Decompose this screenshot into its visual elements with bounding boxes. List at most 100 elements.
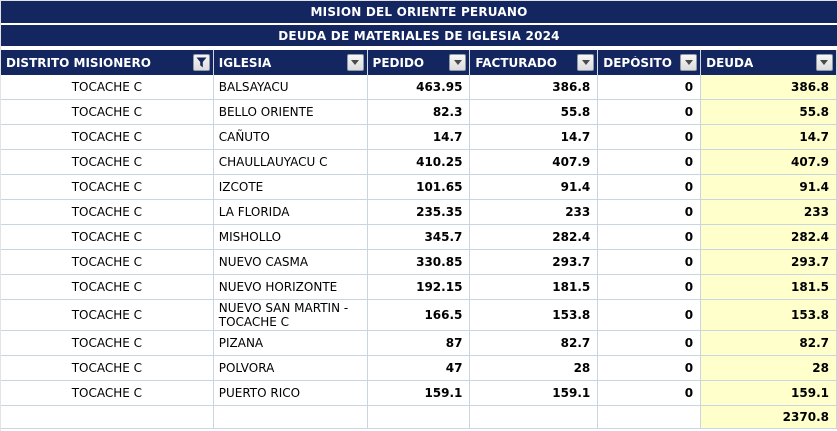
cell-iglesia[interactable]: NUEVO HORIZONTE <box>213 275 368 300</box>
cell-deposito[interactable]: 0 <box>598 200 702 225</box>
cell-deuda[interactable]: 55.8 <box>701 100 837 125</box>
column-header-label: DEPÓSITO <box>603 55 672 70</box>
cell-deposito[interactable]: 0 <box>598 300 702 331</box>
total-cell-facturado[interactable] <box>470 406 599 429</box>
cell-distrito[interactable]: TOCACHE C <box>1 250 214 275</box>
cell-deposito[interactable]: 0 <box>598 275 702 300</box>
cell-pedido[interactable]: 47 <box>367 356 471 381</box>
cell-iglesia[interactable]: CAÑUTO <box>213 125 368 150</box>
cell-pedido[interactable]: 235.35 <box>367 200 471 225</box>
cell-iglesia[interactable]: NUEVO SAN MARTIN - TOCACHE C <box>213 300 368 331</box>
cell-deposito[interactable]: 0 <box>598 75 702 100</box>
cell-iglesia[interactable]: CHAULLAUYACU C <box>213 150 368 175</box>
cell-iglesia[interactable]: PUERTO RICO <box>213 381 368 406</box>
cell-value: 55.8 <box>799 105 829 119</box>
cell-iglesia[interactable]: PIZANA <box>213 331 368 356</box>
cell-value: 14.7 <box>799 130 829 144</box>
filter-button-iglesia[interactable] <box>346 54 364 71</box>
cell-iglesia[interactable]: BALSAYACU <box>213 75 368 100</box>
cell-distrito[interactable]: TOCACHE C <box>1 300 214 331</box>
cell-facturado[interactable]: 407.9 <box>470 150 599 175</box>
cell-deuda[interactable]: 14.7 <box>701 125 837 150</box>
cell-value: 386.8 <box>552 80 591 94</box>
cell-pedido[interactable]: 82.3 <box>367 100 471 125</box>
total-cell-iglesia[interactable] <box>213 406 368 429</box>
cell-deposito[interactable]: 0 <box>598 100 702 125</box>
cell-iglesia[interactable]: NUEVO CASMA <box>213 250 368 275</box>
cell-deuda[interactable]: 407.9 <box>701 150 837 175</box>
cell-deuda[interactable]: 233 <box>701 200 837 225</box>
cell-facturado[interactable]: 293.7 <box>470 250 599 275</box>
total-cell-pedido[interactable] <box>367 406 471 429</box>
cell-distrito[interactable]: TOCACHE C <box>1 275 214 300</box>
cell-facturado[interactable]: 28 <box>470 356 599 381</box>
cell-distrito[interactable]: TOCACHE C <box>1 356 214 381</box>
cell-value: 159.1 <box>552 386 591 400</box>
cell-deuda[interactable]: 153.8 <box>701 300 837 331</box>
cell-pedido[interactable]: 192.15 <box>367 275 471 300</box>
cell-deuda[interactable]: 293.7 <box>701 250 837 275</box>
cell-distrito[interactable]: TOCACHE C <box>1 225 214 250</box>
cell-iglesia[interactable]: POLVORA <box>213 356 368 381</box>
cell-distrito[interactable]: TOCACHE C <box>1 150 214 175</box>
cell-pedido[interactable]: 14.7 <box>367 125 471 150</box>
filter-button-distrito[interactable] <box>192 54 210 71</box>
cell-facturado[interactable]: 82.7 <box>470 331 599 356</box>
filter-button-deposito[interactable] <box>680 54 698 71</box>
column-header-label: FACTURADO <box>475 55 557 70</box>
cell-distrito[interactable]: TOCACHE C <box>1 175 214 200</box>
cell-distrito[interactable]: TOCACHE C <box>1 381 214 406</box>
cell-deposito[interactable]: 0 <box>598 356 702 381</box>
cell-pedido[interactable]: 330.85 <box>367 250 471 275</box>
total-cell-deposito[interactable] <box>598 406 702 429</box>
cell-iglesia[interactable]: MISHOLLO <box>213 225 368 250</box>
cell-distrito[interactable]: TOCACHE C <box>1 331 214 356</box>
cell-value: TOCACHE C <box>71 255 143 269</box>
cell-value: 0 <box>684 230 694 244</box>
filter-button-pedido[interactable] <box>449 54 467 71</box>
filter-button-facturado[interactable] <box>577 54 595 71</box>
cell-facturado[interactable]: 55.8 <box>470 100 599 125</box>
cell-distrito[interactable]: TOCACHE C <box>1 125 214 150</box>
cell-facturado[interactable]: 91.4 <box>470 175 599 200</box>
cell-value: 153.8 <box>791 308 829 322</box>
cell-facturado[interactable]: 181.5 <box>470 275 599 300</box>
cell-pedido[interactable]: 345.7 <box>367 225 471 250</box>
cell-distrito[interactable]: TOCACHE C <box>1 75 214 100</box>
total-cell-deuda[interactable]: 2370.8 <box>701 406 837 429</box>
cell-value: MISHOLLO <box>218 230 282 244</box>
cell-pedido[interactable]: 87 <box>367 331 471 356</box>
cell-deposito[interactable]: 0 <box>598 175 702 200</box>
cell-deuda[interactable]: 28 <box>701 356 837 381</box>
cell-deuda[interactable]: 386.8 <box>701 75 837 100</box>
cell-distrito[interactable]: TOCACHE C <box>1 200 214 225</box>
cell-facturado[interactable]: 233 <box>470 200 599 225</box>
cell-deuda[interactable]: 91.4 <box>701 175 837 200</box>
total-cell-distrito[interactable] <box>1 406 214 429</box>
cell-deposito[interactable]: 0 <box>598 150 702 175</box>
cell-deuda[interactable]: 82.7 <box>701 331 837 356</box>
cell-distrito[interactable]: TOCACHE C <box>1 100 214 125</box>
cell-deuda[interactable]: 181.5 <box>701 275 837 300</box>
cell-facturado[interactable]: 159.1 <box>470 381 599 406</box>
cell-deposito[interactable]: 0 <box>598 125 702 150</box>
cell-iglesia[interactable]: BELLO ORIENTE <box>213 100 368 125</box>
cell-facturado[interactable]: 282.4 <box>470 225 599 250</box>
cell-pedido[interactable]: 166.5 <box>367 300 471 331</box>
cell-facturado[interactable]: 14.7 <box>470 125 599 150</box>
filter-button-deuda[interactable] <box>815 54 833 71</box>
cell-pedido[interactable]: 410.25 <box>367 150 471 175</box>
cell-deuda[interactable]: 282.4 <box>701 225 837 250</box>
cell-deposito[interactable]: 0 <box>598 331 702 356</box>
cell-deposito[interactable]: 0 <box>598 381 702 406</box>
cell-pedido[interactable]: 101.65 <box>367 175 471 200</box>
cell-deposito[interactable]: 0 <box>598 250 702 275</box>
cell-iglesia[interactable]: LA FLORIDA <box>213 200 368 225</box>
cell-deuda[interactable]: 159.1 <box>701 381 837 406</box>
cell-facturado[interactable]: 153.8 <box>470 300 599 331</box>
cell-facturado[interactable]: 386.8 <box>470 75 599 100</box>
cell-pedido[interactable]: 463.95 <box>367 75 471 100</box>
cell-pedido[interactable]: 159.1 <box>367 381 471 406</box>
cell-iglesia[interactable]: IZCOTE <box>213 175 368 200</box>
cell-deposito[interactable]: 0 <box>598 225 702 250</box>
